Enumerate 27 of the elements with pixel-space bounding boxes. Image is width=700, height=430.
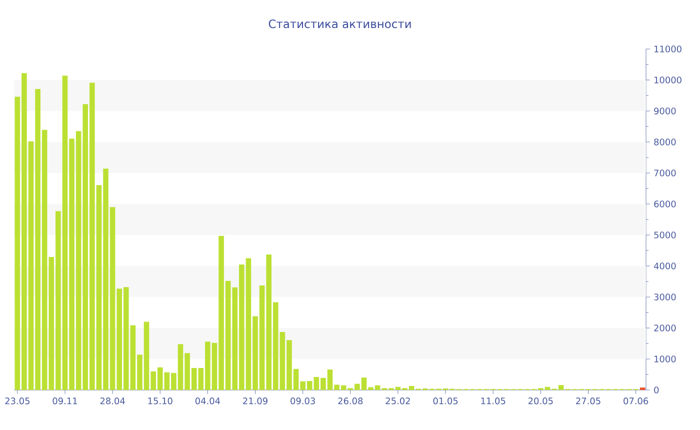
x-tick-label: 26.08: [338, 398, 363, 404]
y-tick-label: 6000: [654, 200, 676, 208]
x-tick-label: 09.11: [52, 398, 77, 404]
y-tick-label: 7000: [654, 170, 676, 176]
y-tick-label: 9000: [654, 108, 676, 114]
y-tick-label: 1000: [654, 356, 676, 362]
y-tick-label: 10000: [654, 76, 682, 84]
y-tick-label: 4000: [654, 262, 676, 270]
y-tick-label: 11000: [654, 46, 682, 52]
x-tick-label: 07.06: [624, 398, 648, 404]
x-tick-label: 01.05: [433, 398, 458, 404]
x-tick-label: 15.10: [148, 398, 172, 404]
x-tick-label: 11.05: [481, 398, 506, 404]
x-tick-label: 27.05: [576, 398, 600, 404]
y-tick-label: 8000: [654, 138, 676, 146]
x-tick-label: 23.05: [5, 398, 30, 404]
x-tick-label: 28.04: [100, 398, 125, 404]
chart-title: Статистика активности: [268, 20, 411, 28]
y-tick-label: 3000: [654, 294, 676, 300]
y-tick-label: 0: [654, 386, 659, 394]
y-tick-label: 2000: [654, 324, 676, 332]
x-tick-label: 09.03: [290, 398, 315, 404]
x-tick-label: 21.09: [243, 398, 268, 404]
x-tick-label: 20.05: [528, 398, 553, 404]
y-tick-label: 5000: [654, 232, 676, 238]
x-tick-label: 04.04: [195, 398, 220, 404]
x-tick-label: 25.02: [386, 398, 410, 404]
